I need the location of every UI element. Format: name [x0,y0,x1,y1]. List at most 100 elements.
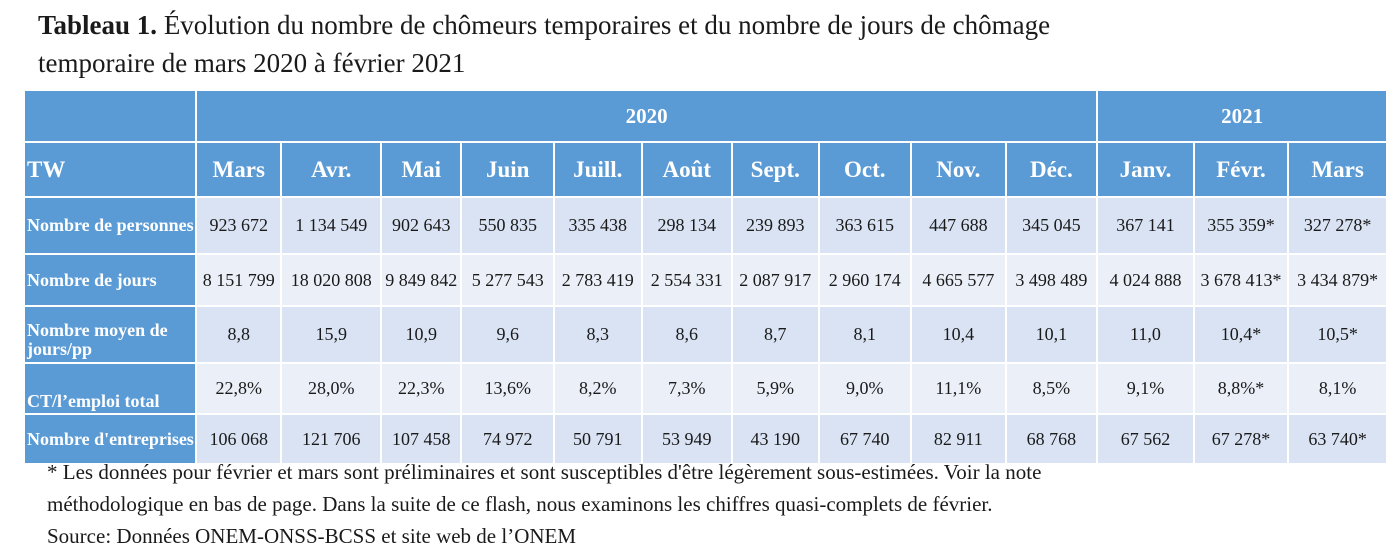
month-header-cell: Nov. [910,141,1007,198]
table-cell: 4 024 888 [1096,253,1195,307]
month-header-cell: Oct. [817,141,913,198]
table-cell: 2 554 331 [640,253,734,307]
table-title-label: Tableau 1. [38,10,158,40]
table-cell: 22,3% [380,362,463,415]
table-cell: 5,9% [731,362,820,415]
table-cell: 345 045 [1004,196,1099,255]
table-row: Nombre d'entreprises 106 068 121 706 107… [23,413,1388,465]
table-cell: 8,2% [553,362,643,415]
table-cell: 2 087 917 [731,253,820,307]
month-header-cell: Août [640,141,734,198]
table-cell: 9,1% [1096,362,1195,415]
unemployment-table: 2020 2021 TW Mars Avr. Mai Juin Juill. A… [23,89,1388,465]
table-cell: 8,6 [640,305,734,364]
table-cell: 63 740* [1287,413,1388,465]
table-cell: 8,5% [1004,362,1099,415]
table-cell: 367 141 [1096,196,1195,255]
source-line: Source: Données ONEM-ONSS-BCSS et site w… [47,524,577,548]
month-header-cell: Févr. [1192,141,1290,198]
table-cell: 11,1% [910,362,1007,415]
table-cell: 11,0 [1096,305,1195,364]
month-header-cell: Déc. [1004,141,1099,198]
row-header: Nombre d'entreprises [23,413,197,465]
table-cell: 18 020 808 [280,253,383,307]
table-cell: 67 740 [817,413,913,465]
table-cell: 107 458 [380,413,463,465]
table-cell: 335 438 [553,196,643,255]
table-cell: 10,4* [1192,305,1290,364]
table-row: Nombre moyen de jours/pp 8,8 15,9 10,9 9… [23,305,1388,364]
table-cell: 8,1% [1287,362,1388,415]
month-header-cell: Sept. [731,141,820,198]
footnote-line: * Les données pour février et mars sont … [47,460,1042,484]
table-row: CT/l’emploi total 22,8% 28,0% 22,3% 13,6… [23,362,1388,415]
year-header-corner [23,89,197,143]
month-header-cell: Mars [1287,141,1388,198]
table-title-text-line1: Évolution du nombre de chômeurs temporai… [163,10,1051,40]
table-cell: 28,0% [280,362,383,415]
table-cell: 10,4 [910,305,1007,364]
table-cell: 13,6% [460,362,556,415]
table-cell: 106 068 [194,413,283,465]
footnote-line: méthodologique en bas de page. Dans la s… [47,492,993,516]
month-header-cell: Avr. [280,141,383,198]
table-cell: 8,1 [817,305,913,364]
month-header-cell: Mars [194,141,283,198]
table-cell: 298 134 [640,196,734,255]
table-cell: 10,1 [1004,305,1099,364]
row-header: Nombre de jours [23,253,197,307]
table-cell: 5 277 543 [460,253,556,307]
row-header: CT/l’emploi total [23,362,197,415]
table-title: Tableau 1. Évolution du nombre de chômeu… [38,6,1378,82]
row-header: Nombre moyen de jours/pp [23,305,197,364]
table-cell: 67 278* [1192,413,1290,465]
table-row: Nombre de jours 8 151 799 18 020 808 9 8… [23,253,1388,307]
table-cell: 9 849 842 [380,253,463,307]
corner-label: TW [23,141,197,198]
table-cell: 22,8% [194,362,283,415]
table-cell: 8,3 [553,305,643,364]
table-cell: 923 672 [194,196,283,255]
year-header-cell: 2020 [194,89,1099,143]
table-cell: 82 911 [910,413,1007,465]
table-row: Nombre de personnes 923 672 1 134 549 90… [23,196,1388,255]
table-cell: 2 783 419 [553,253,643,307]
year-header-cell: 2021 [1096,89,1388,143]
table-cell: 121 706 [280,413,383,465]
table-cell: 447 688 [910,196,1007,255]
month-header-row: TW Mars Avr. Mai Juin Juill. Août Sept. … [23,141,1388,198]
table-title-text-line2: temporaire de mars 2020 à février 2021 [38,48,466,78]
table-cell: 4 665 577 [910,253,1007,307]
table-cell: 53 949 [640,413,734,465]
table-cell: 355 359* [1192,196,1290,255]
table-cell: 8,8%* [1192,362,1290,415]
table-cell: 327 278* [1287,196,1388,255]
year-header-row: 2020 2021 [23,89,1388,143]
table-cell: 68 768 [1004,413,1099,465]
table-cell: 8,7 [731,305,820,364]
table-cell: 1 134 549 [280,196,383,255]
table-cell: 9,0% [817,362,913,415]
table-cell: 3 498 489 [1004,253,1099,307]
table-cell: 2 960 174 [817,253,913,307]
table-cell: 3 434 879* [1287,253,1388,307]
table-cell: 10,9 [380,305,463,364]
table-cell: 43 190 [731,413,820,465]
table-cell: 74 972 [460,413,556,465]
table-cell: 550 835 [460,196,556,255]
row-header: Nombre de personnes [23,196,197,255]
table-cell: 8,8 [194,305,283,364]
month-header-cell: Janv. [1096,141,1195,198]
table-cell: 67 562 [1096,413,1195,465]
table-cell: 10,5* [1287,305,1388,364]
table-cell: 7,3% [640,362,734,415]
table-cell: 9,6 [460,305,556,364]
table-footnotes: * Les données pour février et mars sont … [47,456,1387,552]
table-cell: 902 643 [380,196,463,255]
table-cell: 363 615 [817,196,913,255]
table-cell: 239 893 [731,196,820,255]
month-header-cell: Juill. [553,141,643,198]
month-header-cell: Juin [460,141,556,198]
table-cell: 15,9 [280,305,383,364]
table-cell: 3 678 413* [1192,253,1290,307]
